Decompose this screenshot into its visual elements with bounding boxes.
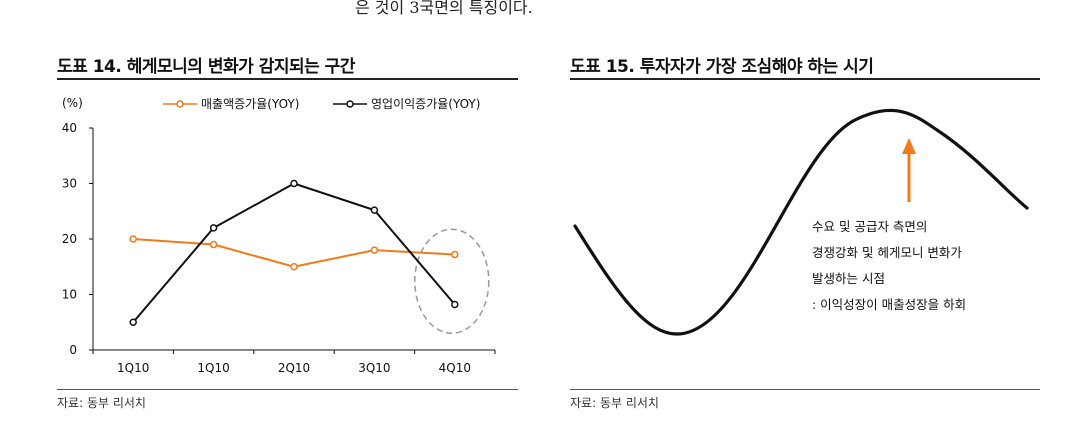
series-line-1 bbox=[133, 238, 455, 268]
series-1-point bbox=[209, 240, 218, 249]
figure15-title: 도표 15. 투자자가 가장 조심해야 하는 시기 bbox=[570, 57, 874, 77]
y-tick-label: 0 bbox=[69, 343, 77, 357]
series-2-point bbox=[129, 318, 137, 326]
series-1-point bbox=[129, 235, 137, 243]
arrow-head-icon bbox=[902, 138, 916, 154]
annotation-line: : 이익성장이 매출성장을 하회 bbox=[812, 297, 967, 312]
series-1-point bbox=[451, 250, 459, 259]
x-tick-label: 3Q10 bbox=[358, 361, 390, 375]
legend-swatch-marker bbox=[176, 100, 184, 108]
series-2-point bbox=[290, 179, 298, 188]
series-2-point bbox=[209, 224, 218, 232]
figure14-chart: (%) 0 10 20 30 40 1Q10 1Q10 2Q10 3Q10 4Q10 매출액증가율(Y… bbox=[62, 96, 496, 375]
figure14-source: 자료: 동부 리서치 bbox=[57, 396, 146, 410]
legend-swatch-marker bbox=[346, 100, 354, 108]
annotation-line: 수요 및 공급자 측면의 bbox=[812, 219, 928, 234]
figure15-title-rule bbox=[570, 78, 1040, 80]
cycle-curve bbox=[573, 108, 1029, 336]
legend-entry: 영업이익증가율(YOY) bbox=[371, 97, 480, 111]
figure14-title: 도표 14. 헤게모니의 변화가 감지되는 구간 bbox=[57, 57, 355, 77]
y-tick-label: 30 bbox=[62, 177, 77, 191]
figure15-annotation: 수요 및 공급자 측면의 경쟁강화 및 헤게모니 변화가 발생하는 시점 : 이… bbox=[812, 214, 966, 318]
y-tick-label: 20 bbox=[62, 232, 77, 246]
figure14-title-rule bbox=[57, 78, 518, 80]
series-2-point bbox=[451, 300, 459, 309]
x-tick-label: 1Q10 bbox=[117, 361, 149, 375]
highlight-ellipse bbox=[414, 228, 490, 334]
figure15-bottom-rule bbox=[570, 389, 1040, 390]
series-2-point bbox=[370, 206, 379, 214]
body-text-fragment: 은 것이 3국면의 특징이다. bbox=[355, 0, 533, 17]
x-tick-label: 4Q10 bbox=[439, 361, 471, 375]
figure15-diagram bbox=[573, 108, 1029, 336]
figure14-bottom-rule bbox=[57, 389, 518, 390]
legend-entry: 매출액증가율(YOY) bbox=[201, 97, 299, 111]
annotation-line: 경쟁강화 및 헤게모니 변화가 bbox=[812, 245, 962, 260]
y-tick-label: 40 bbox=[62, 121, 77, 135]
annotation-line: 발생하는 시점 bbox=[812, 271, 885, 286]
series-1-point bbox=[370, 246, 379, 254]
series-1-point bbox=[290, 263, 298, 271]
y-axis-unit: (%) bbox=[62, 96, 83, 110]
x-tick-label: 1Q10 bbox=[197, 361, 229, 375]
x-tick-label: 2Q10 bbox=[278, 361, 310, 375]
figure15-source: 자료: 동부 리서치 bbox=[570, 396, 659, 410]
y-tick-label: 10 bbox=[62, 288, 77, 302]
